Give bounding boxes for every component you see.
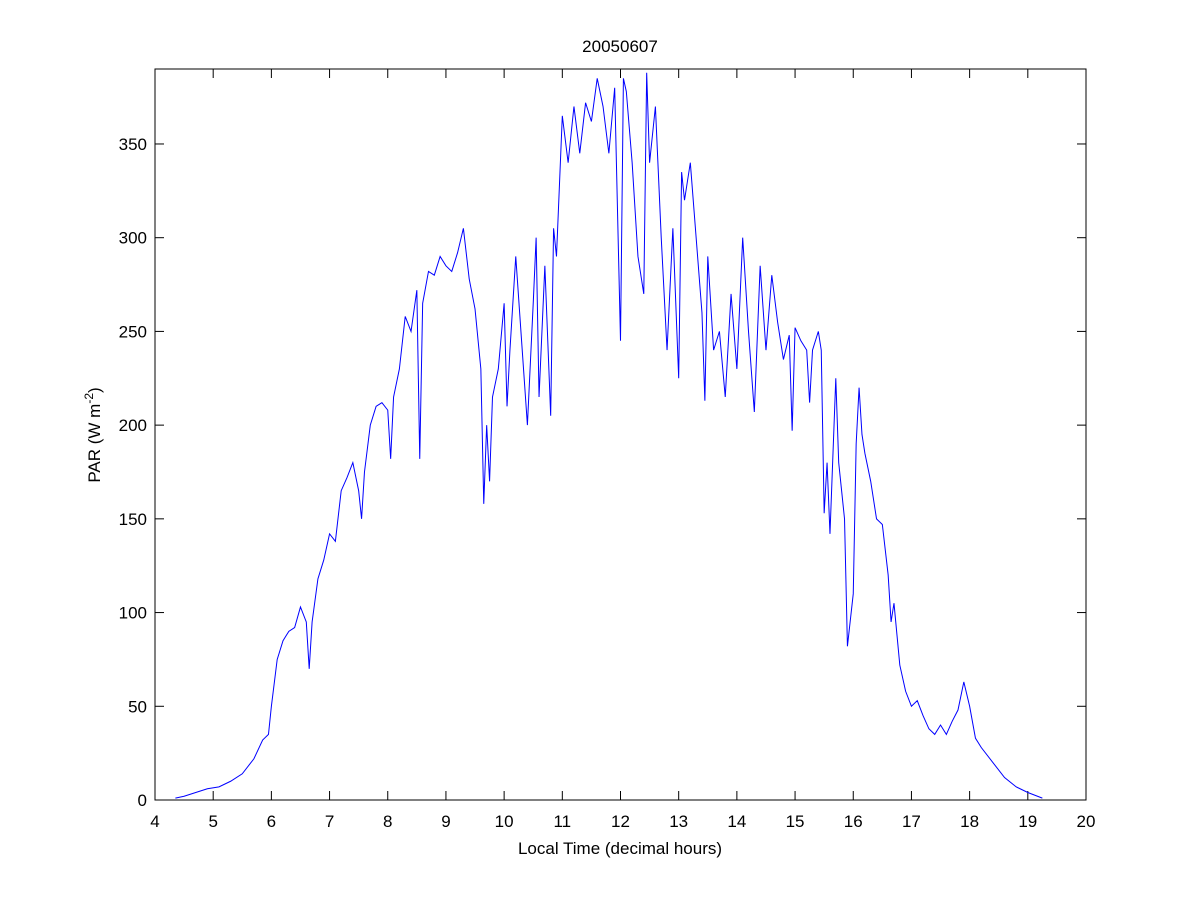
- y-axis-label: PAR (W m-2): [82, 387, 104, 482]
- x-tick-label: 10: [495, 812, 514, 831]
- y-tick-label: 150: [119, 510, 147, 529]
- y-tick-label: 0: [138, 791, 147, 810]
- y-tick-label: 250: [119, 322, 147, 341]
- x-tick-label: 6: [267, 812, 276, 831]
- x-tick-label: 5: [208, 812, 217, 831]
- x-tick-label: 15: [786, 812, 805, 831]
- x-tick-label: 11: [553, 812, 571, 831]
- x-tick-label: 14: [727, 812, 746, 831]
- x-axis-label: Local Time (decimal hours): [518, 839, 722, 858]
- x-tick-label: 4: [150, 812, 159, 831]
- x-tick-label: 8: [383, 812, 392, 831]
- y-tick-label: 300: [119, 229, 147, 248]
- x-tick-label: 7: [325, 812, 334, 831]
- y-label-sup: -2: [82, 393, 96, 404]
- x-tick-label: 13: [669, 812, 688, 831]
- x-tick-label: 18: [960, 812, 979, 831]
- x-tick-label: 9: [441, 812, 450, 831]
- plot-frame: [154, 68, 1087, 801]
- data-line: [175, 72, 1043, 799]
- x-tick-label: 20: [1077, 812, 1096, 831]
- x-tick-label: 17: [902, 812, 921, 831]
- chart-title: 20050607: [582, 37, 658, 56]
- x-tick-label: 12: [611, 812, 630, 831]
- y-tick-label: 100: [119, 604, 147, 623]
- y-tick-label: 350: [119, 135, 147, 154]
- y-label-end: ): [85, 387, 104, 393]
- x-tick-label: 19: [1018, 812, 1037, 831]
- y-tick-label: 200: [119, 416, 147, 435]
- x-tick-label: 16: [844, 812, 863, 831]
- y-label-text: PAR (W m: [85, 404, 104, 483]
- y-tick-label: 50: [128, 697, 147, 716]
